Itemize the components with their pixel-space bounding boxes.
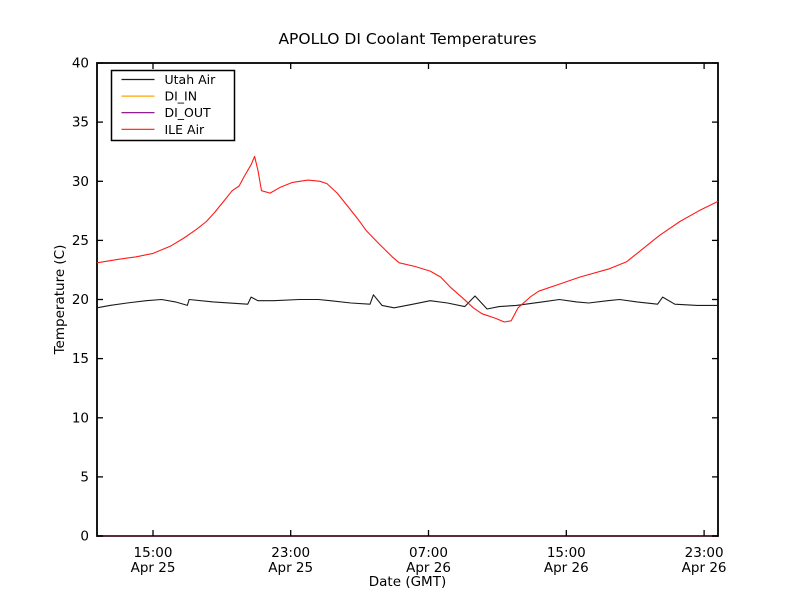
y-tick-label: 25 xyxy=(72,233,89,249)
x-axis-label: Date (GMT) xyxy=(369,574,446,590)
x-tick-label-date: Apr 26 xyxy=(682,560,727,576)
legend-label-utah-air: Utah Air xyxy=(165,72,217,87)
x-tick-label-date: Apr 26 xyxy=(544,560,589,576)
y-tick-label: 40 xyxy=(72,56,89,72)
chart-title: APOLLO DI Coolant Temperatures xyxy=(278,30,536,48)
y-tick-label: 35 xyxy=(72,115,89,131)
x-tick-label-date: Apr 25 xyxy=(268,560,313,576)
legend-label-di-out: DI_OUT xyxy=(165,105,212,120)
series-line-ile-air xyxy=(96,155,719,323)
y-tick-label: 0 xyxy=(80,529,89,545)
legend-label-di-in: DI_IN xyxy=(165,89,198,104)
x-tick-label-time: 15:00 xyxy=(134,545,173,561)
x-tick-label-time: 23:00 xyxy=(685,545,724,561)
legend-label-ile-air: ILE Air xyxy=(165,122,206,137)
series-line-utah-air xyxy=(96,294,718,310)
y-tick-label: 15 xyxy=(72,351,89,367)
y-tick-label: 20 xyxy=(72,292,89,308)
y-tick-label: 30 xyxy=(72,174,89,190)
x-tick-label-time: 23:00 xyxy=(271,545,310,561)
x-tick-label-date: Apr 25 xyxy=(131,560,176,576)
y-axis-label: Temperature (C) xyxy=(52,245,68,356)
x-tick-label-time: 07:00 xyxy=(409,545,448,561)
x-tick-label-date: Apr 26 xyxy=(406,560,451,576)
y-tick-label: 10 xyxy=(72,410,89,426)
y-tick-label: 5 xyxy=(80,469,89,485)
x-tick-label-time: 15:00 xyxy=(547,545,586,561)
